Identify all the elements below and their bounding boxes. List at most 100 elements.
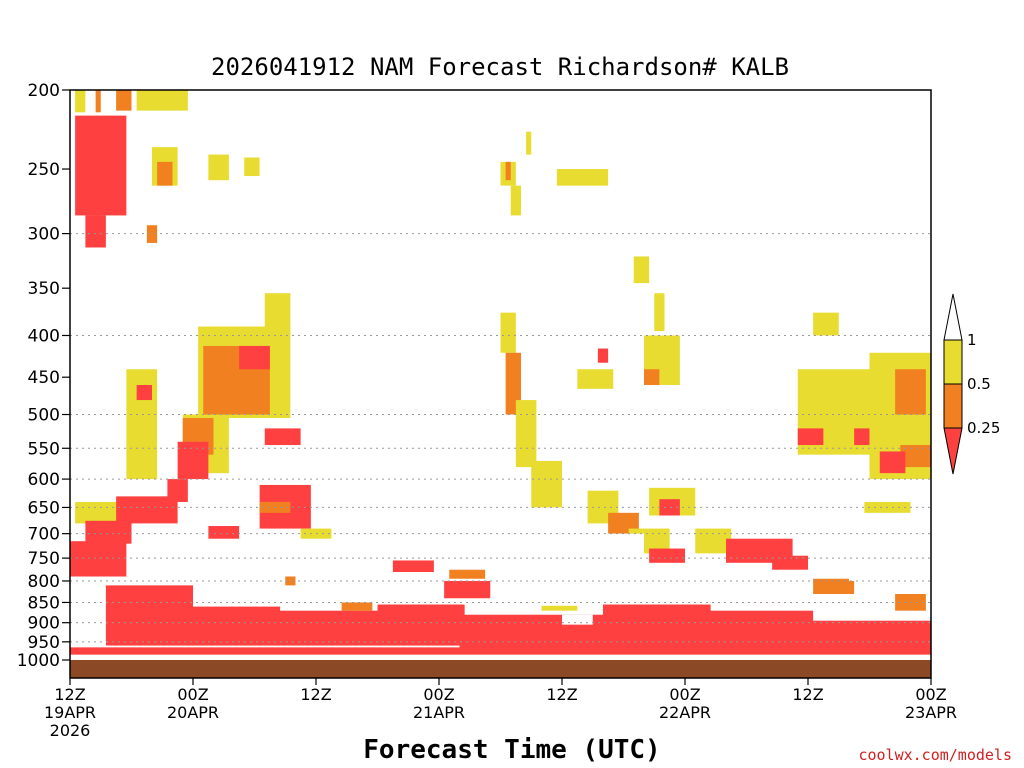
ri-region-r xyxy=(75,115,127,216)
ri-region-o xyxy=(895,369,926,415)
x-tick-label: 2026 xyxy=(50,721,91,740)
ri-region-o xyxy=(813,578,855,595)
ri-region-r xyxy=(167,479,188,502)
ri-region-o xyxy=(116,90,132,111)
x-tick-label: 21APR xyxy=(413,703,465,722)
legend-05-1 xyxy=(943,339,963,385)
x-tick-label: 20APR xyxy=(167,703,219,722)
ri-region-o xyxy=(146,225,158,243)
ri-region-y xyxy=(510,185,521,216)
ri-region-o xyxy=(900,445,931,468)
y-tick-label: 650 xyxy=(28,498,60,518)
ri-region-o xyxy=(505,161,511,181)
y-tick-label: 200 xyxy=(28,81,60,101)
credit-text: coolwx.com/models xyxy=(858,746,1012,764)
x-tick-label: 19APR xyxy=(44,703,96,722)
legend-above-1 xyxy=(943,293,963,341)
ri-region-o xyxy=(449,569,486,579)
y-tick-label: 900 xyxy=(28,614,60,634)
chart-title: 2026041912 NAM Forecast Richardson# KALB xyxy=(211,53,789,81)
x-tick-label: 00Z xyxy=(177,685,208,704)
y-tick-label: 950 xyxy=(28,633,60,653)
ri-region-y xyxy=(556,169,609,186)
legend: 1 0.5 0.25 xyxy=(943,293,1000,475)
x-tick-label: 12Z xyxy=(300,685,331,704)
ri-region-r xyxy=(705,610,814,652)
ri-region-o xyxy=(95,90,101,113)
ri-region-o xyxy=(608,512,639,534)
ri-region-r xyxy=(659,499,680,516)
ri-region-y xyxy=(244,157,260,177)
ri-gap xyxy=(726,572,808,603)
legend-025-05 xyxy=(943,383,963,429)
ri-region-r xyxy=(808,620,931,652)
ri-region-y xyxy=(654,293,665,332)
y-tick-label: 1000 xyxy=(17,651,60,671)
y-tick-label: 300 xyxy=(28,225,60,245)
ri-region-r xyxy=(797,428,824,446)
ri-region-r xyxy=(377,604,465,646)
x-tick-label: 23APR xyxy=(905,703,957,722)
ri-region-y xyxy=(500,312,516,353)
x-tick-label: 00Z xyxy=(915,685,946,704)
y-tick-label: 600 xyxy=(28,470,60,490)
x-tick-label: 00Z xyxy=(423,685,454,704)
y-tick-label: 700 xyxy=(28,525,60,545)
ri-region-r xyxy=(879,451,906,474)
ri-region-y xyxy=(531,460,562,508)
ri-region-r xyxy=(177,441,209,480)
legend-label: 0.25 xyxy=(967,419,1000,437)
legend-label: 1 xyxy=(967,331,977,349)
ri-region-r xyxy=(136,384,152,401)
ri-region-r xyxy=(70,541,127,577)
y-tick-label: 400 xyxy=(28,326,60,346)
ri-gap xyxy=(295,567,388,603)
ri-gap xyxy=(213,543,275,601)
plot-frame xyxy=(69,89,932,679)
ri-region-y xyxy=(695,528,732,554)
y-tick-label: 450 xyxy=(28,368,60,388)
legend-below-025 xyxy=(943,427,963,475)
y-tick-label: 750 xyxy=(28,549,60,569)
ri-region-y xyxy=(75,90,86,113)
ri-region-y xyxy=(633,256,650,284)
ri-gap xyxy=(562,614,593,625)
ri-region-r xyxy=(264,428,301,446)
y-tick-label: 800 xyxy=(28,572,60,592)
y-tick-label: 550 xyxy=(28,439,60,459)
ri-region-r xyxy=(187,606,281,646)
ri-region-o xyxy=(644,369,660,385)
y-tick-label: 250 xyxy=(28,160,60,180)
ri-region-y xyxy=(541,605,578,611)
x-tick-label: 12Z xyxy=(54,685,85,704)
ri-region-r xyxy=(597,348,609,363)
legend-label: 0.5 xyxy=(967,375,991,393)
ri-region-r xyxy=(70,647,931,655)
x-tick-label: 12Z xyxy=(546,685,577,704)
ri-region-o xyxy=(157,161,173,186)
x-axis-title: Forecast Time (UTC) xyxy=(363,735,660,765)
ri-region-o xyxy=(505,352,521,415)
ri-region-r xyxy=(275,610,383,646)
ri-region-y xyxy=(515,400,537,468)
ri-region-r xyxy=(239,345,270,370)
ri-region-r xyxy=(603,604,711,652)
ri-gap xyxy=(495,533,644,603)
ri-region-r xyxy=(444,580,491,599)
y-tick-label: 350 xyxy=(28,279,60,299)
ri-region-y xyxy=(577,369,614,389)
ri-region-r xyxy=(649,548,685,563)
ri-region-r xyxy=(208,526,240,539)
y-tick-label: 850 xyxy=(28,593,60,613)
ri-gap xyxy=(849,533,931,581)
x-tick-label: 22APR xyxy=(659,703,711,722)
ri-region-r xyxy=(85,520,132,544)
richardson-cells xyxy=(70,90,931,655)
ri-region-r xyxy=(85,215,106,248)
ri-region-r xyxy=(772,555,808,570)
x-tick-label: 12Z xyxy=(792,685,823,704)
ri-region-y xyxy=(208,154,229,181)
ri-region-r xyxy=(392,560,434,573)
